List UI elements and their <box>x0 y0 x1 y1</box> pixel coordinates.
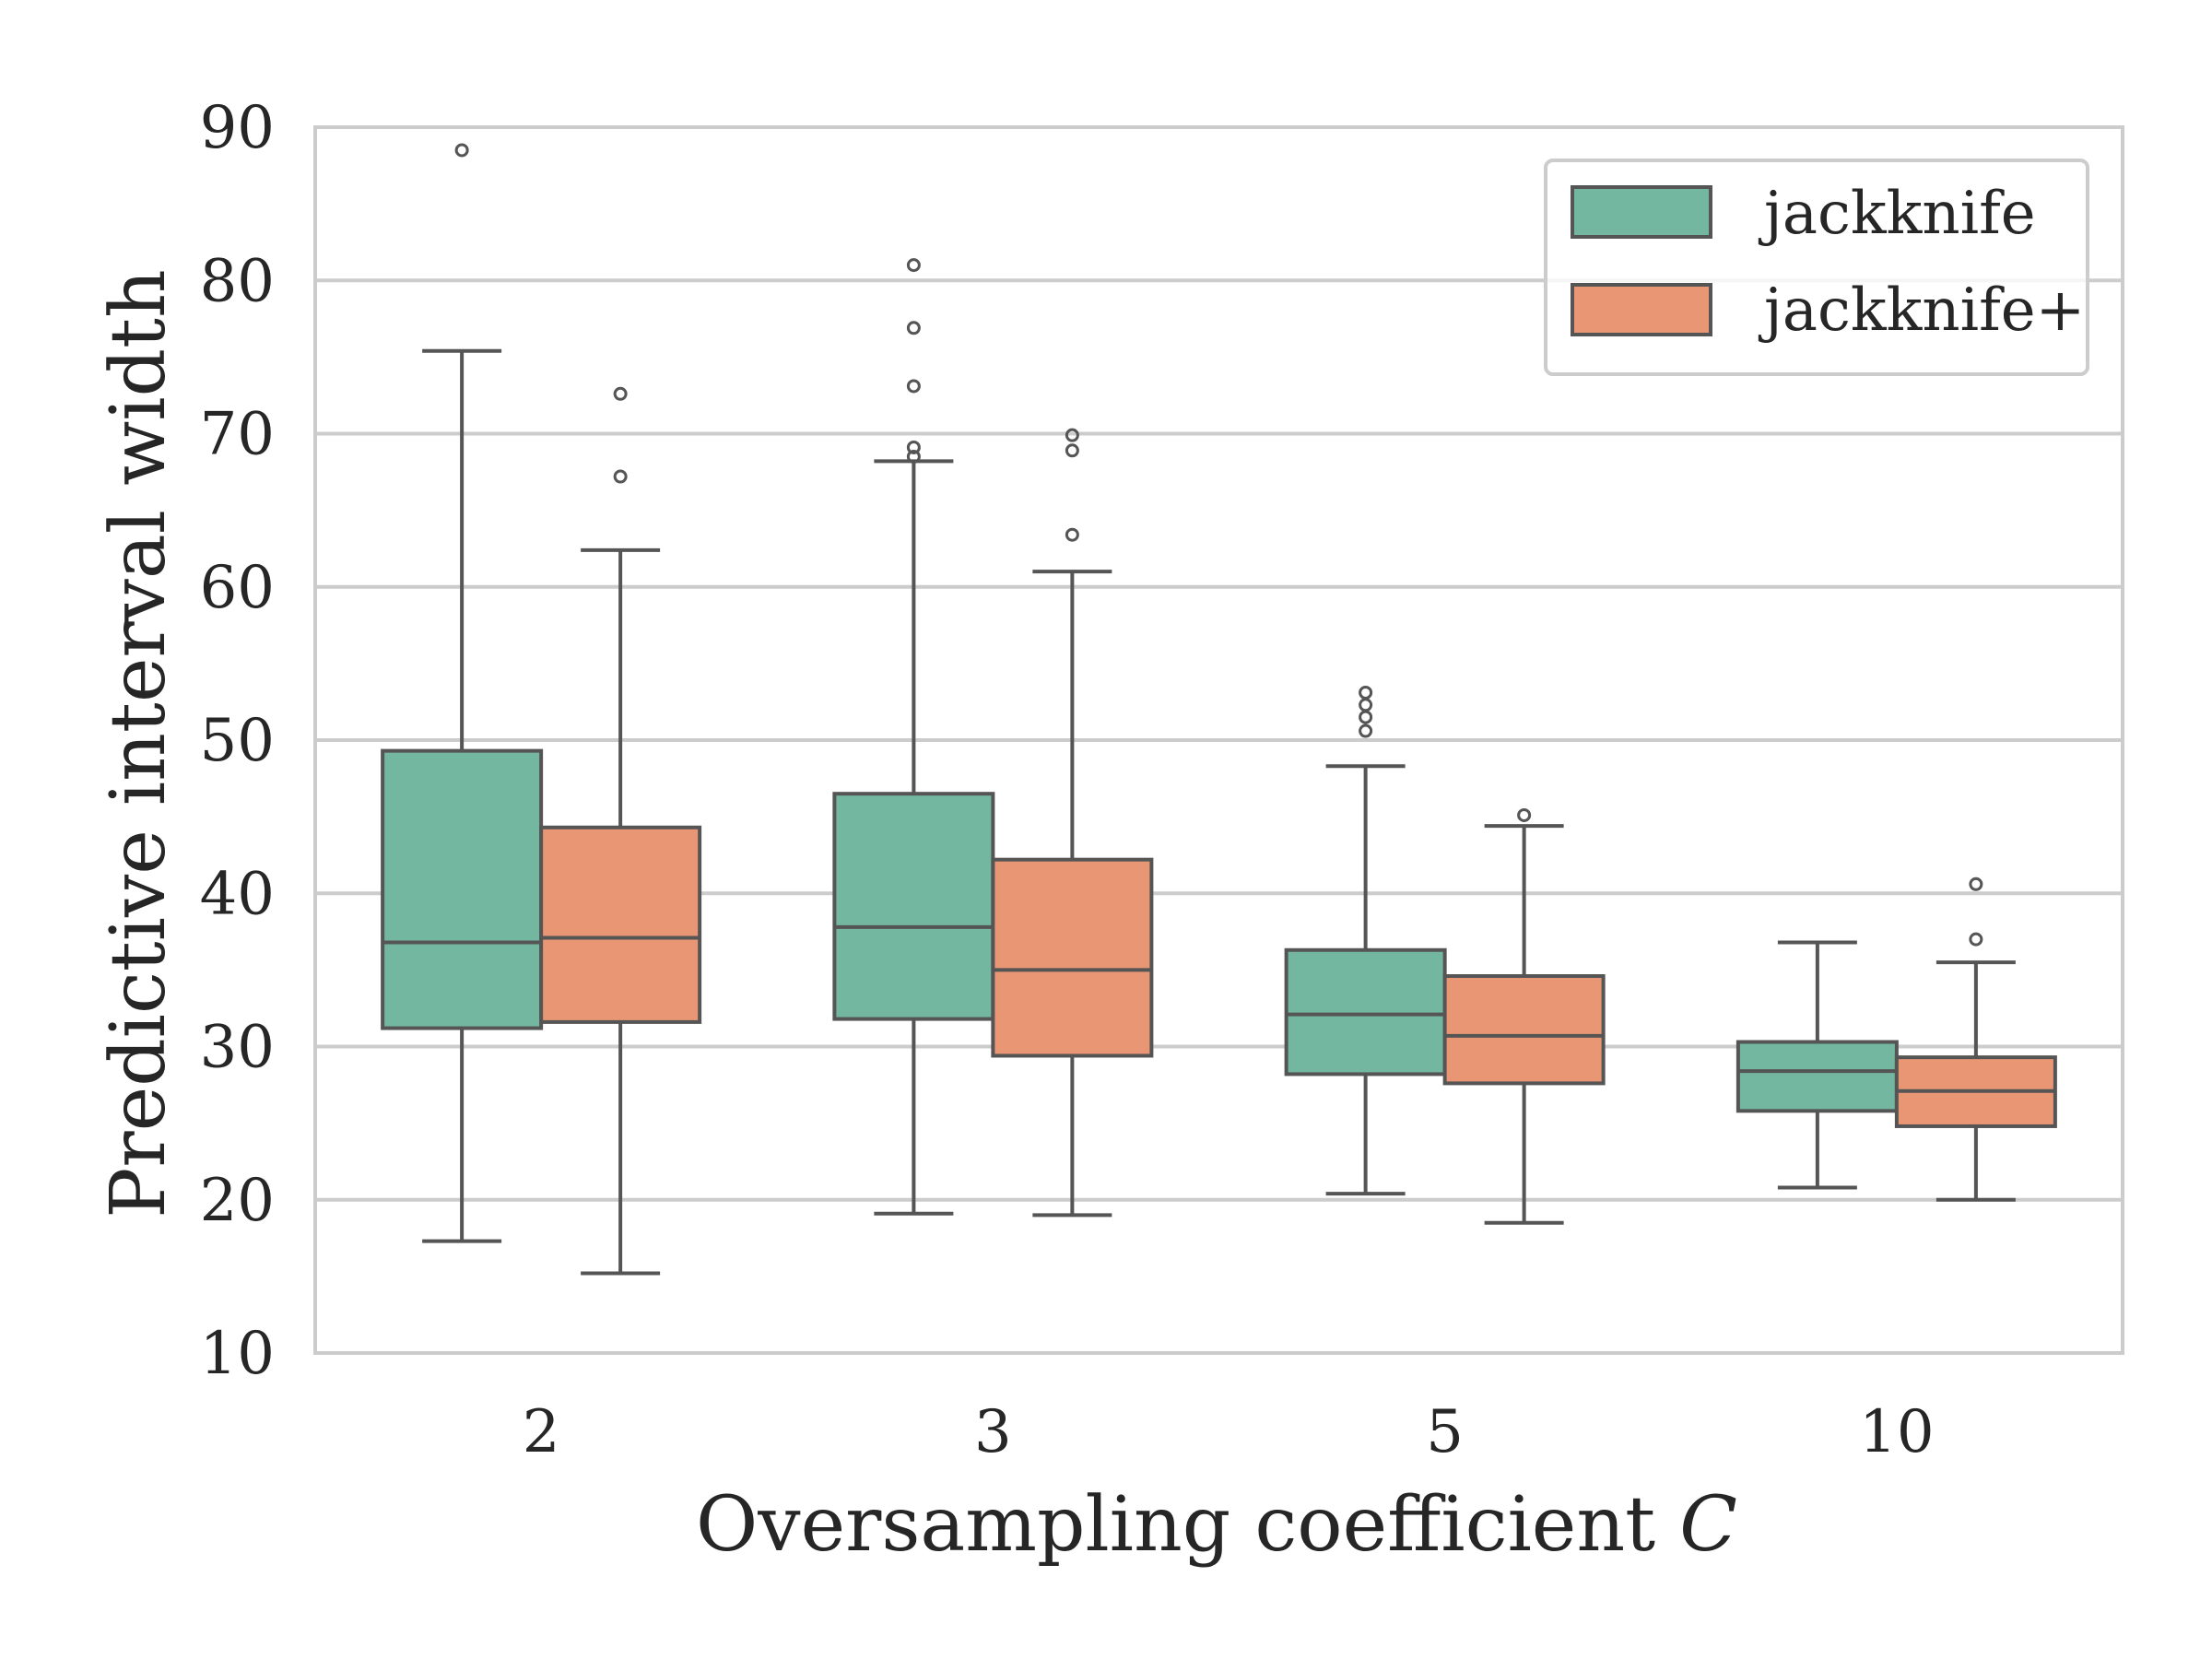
outlier-point <box>1065 443 1079 458</box>
x-axis-label-variable: C <box>1679 1481 1737 1569</box>
x-tick-label: 10 <box>1859 1398 1934 1466</box>
legend: jackknife jackknife+ <box>1544 159 2089 376</box>
outlier-point <box>906 321 921 335</box>
x-tick-label: 5 <box>1426 1398 1464 1466</box>
x-axis-label-text: Oversampling coefficient <box>696 1481 1655 1569</box>
outlier-point <box>906 379 921 394</box>
x-axis-ticks: 2 3 5 10 <box>523 1398 1935 1466</box>
y-tick-label: 20 <box>200 1167 275 1235</box>
outlier-point <box>906 449 921 464</box>
legend-swatch-jackknife-plus <box>1571 283 1712 336</box>
y-tick-label: 80 <box>200 247 275 315</box>
y-tick-label: 10 <box>200 1320 275 1388</box>
plot-frame <box>313 125 2124 1355</box>
outlier-point <box>1065 527 1079 542</box>
y-tick-label: 40 <box>200 860 275 928</box>
iqr-box <box>539 825 702 1024</box>
iqr-box <box>832 792 995 1021</box>
box-jackknife-3 <box>832 258 995 1216</box>
y-tick-label: 50 <box>200 707 275 775</box>
outlier-point <box>1969 932 1983 947</box>
legend-label-jackknife-plus: jackknife+ <box>1758 276 2085 345</box>
iqr-box <box>991 857 1154 1058</box>
box-jackknife-10 <box>1735 940 1899 1190</box>
outlier-point <box>906 258 921 273</box>
iqr-box <box>1442 974 1606 1086</box>
outlier-point <box>906 440 921 454</box>
y-axis-label: Predictive interval width <box>95 269 182 1218</box>
x-tick-label: 2 <box>523 1398 560 1466</box>
box-jackknife-2 <box>381 143 544 1243</box>
y-tick-label: 70 <box>200 401 275 469</box>
outlier-point <box>1517 807 1532 822</box>
iqr-box <box>1735 1040 1899 1113</box>
box-jackknife+-3 <box>991 428 1154 1218</box>
legend-label-jackknife: jackknife <box>1758 180 2036 248</box>
outlier-point <box>1065 428 1079 442</box>
y-tick-label: 30 <box>200 1014 275 1082</box>
box-jackknife+-5 <box>1442 807 1606 1225</box>
y-tick-label: 90 <box>200 94 275 162</box>
outlier-point <box>1359 724 1373 738</box>
box-jackknife-5 <box>1284 685 1447 1196</box>
y-tick-label: 60 <box>200 554 275 622</box>
outlier-point <box>454 143 469 158</box>
box-jackknife+-10 <box>1894 877 2057 1202</box>
x-axis-label: Oversampling coefficient C <box>696 1481 1737 1569</box>
outlier-point <box>1359 685 1373 700</box>
iqr-box <box>1284 947 1447 1077</box>
x-tick-label: 3 <box>974 1398 1012 1466</box>
outlier-point <box>613 469 628 484</box>
legend-swatch-jackknife <box>1571 185 1712 239</box>
iqr-box <box>381 748 544 1030</box>
outlier-point <box>1969 877 1983 891</box>
y-axis-ticks: 10 20 30 40 50 60 70 80 90 <box>200 94 275 1388</box>
box-jackknife+-2 <box>539 386 702 1276</box>
boxes <box>381 143 2057 1276</box>
outlier-point <box>613 386 628 401</box>
